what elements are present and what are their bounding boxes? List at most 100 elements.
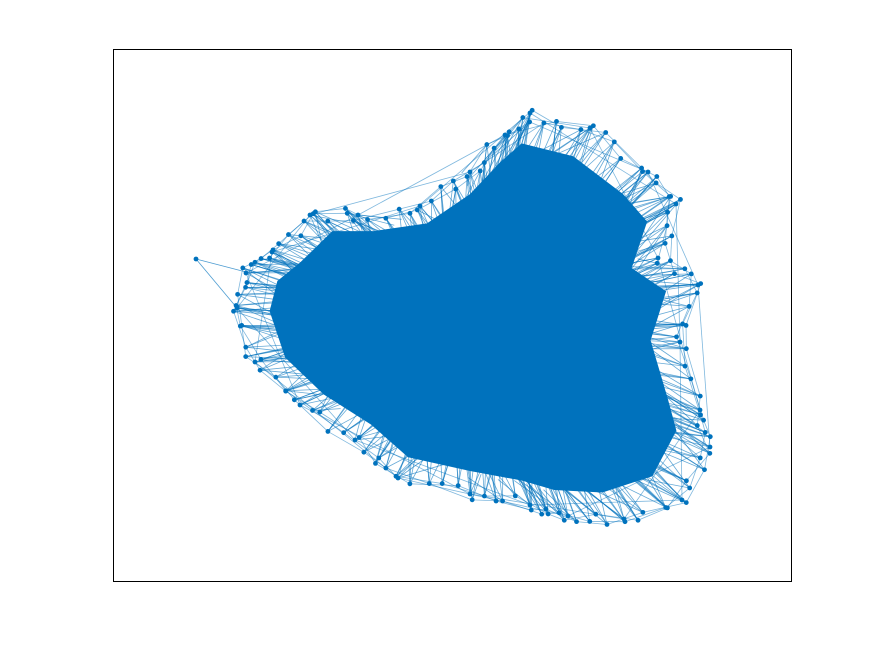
- graph-node: [325, 218, 331, 224]
- graph-node: [243, 284, 248, 290]
- graph-node: [234, 305, 240, 311]
- graph-node: [604, 522, 610, 527]
- graph-edge: [272, 235, 302, 251]
- graph-node: [438, 184, 444, 189]
- graph-node: [694, 290, 700, 296]
- graph-edge: [531, 109, 562, 128]
- graph-edge: [697, 284, 711, 448]
- graph-edge: [567, 446, 711, 517]
- graph-node: [669, 233, 675, 239]
- graph-layer: [193, 107, 713, 527]
- graph-node: [481, 160, 487, 166]
- axes-frame: [113, 49, 792, 582]
- graph-node: [325, 429, 331, 434]
- graph-node: [698, 412, 703, 418]
- graph-node: [587, 519, 593, 524]
- graph-edge: [479, 131, 510, 187]
- graph-edge: [593, 125, 622, 159]
- graph-edge: [491, 117, 524, 171]
- graph-node: [417, 203, 423, 209]
- graph-edge: [246, 264, 252, 283]
- graph-edge: [385, 467, 430, 484]
- graph-edge: [327, 431, 365, 453]
- graph-node: [686, 304, 692, 309]
- graph-node: [243, 270, 249, 276]
- graph-edge: [654, 283, 701, 312]
- graph-node: [578, 127, 584, 132]
- graph-node: [556, 510, 562, 516]
- graph-node: [464, 174, 470, 179]
- graph-node: [697, 407, 703, 413]
- graph-edge: [397, 464, 444, 479]
- graph-edge: [236, 214, 311, 309]
- graph-node: [668, 258, 673, 264]
- graph-node: [239, 323, 245, 328]
- graph-node: [500, 498, 505, 504]
- graph-edge: [237, 267, 244, 295]
- graph-node: [679, 497, 685, 503]
- graph-node: [683, 500, 689, 505]
- graph-node: [702, 467, 707, 473]
- graph-edge: [469, 469, 482, 495]
- graph-node: [252, 259, 258, 265]
- graph-edge: [245, 214, 359, 274]
- graph-node: [688, 271, 694, 277]
- graph-node: [587, 125, 593, 131]
- graph-edge: [689, 457, 701, 489]
- graph-edge: [700, 414, 706, 433]
- graph-edge: [637, 258, 658, 264]
- graph-node: [231, 308, 236, 314]
- graph-edge: [685, 348, 701, 397]
- graph-node: [635, 517, 641, 523]
- graph-edge: [237, 294, 243, 326]
- graph-edge: [399, 200, 432, 210]
- graph-node: [493, 498, 499, 504]
- graph-edge: [699, 432, 706, 458]
- graph-edge: [467, 477, 503, 502]
- graph-edge: [529, 499, 683, 506]
- graph-node: [439, 481, 445, 486]
- graph-edge: [367, 212, 411, 220]
- graph-node: [672, 271, 677, 277]
- graph-edge: [529, 121, 649, 173]
- graph-node: [484, 142, 490, 147]
- graph-edge: [605, 132, 642, 169]
- graph-node: [673, 201, 679, 207]
- graph-node: [383, 465, 389, 471]
- graph-node: [365, 217, 370, 222]
- graph-edge: [419, 109, 533, 207]
- graph-edge: [233, 311, 247, 348]
- graph-node: [248, 262, 254, 267]
- graph-node: [697, 393, 703, 399]
- graph-edge: [254, 361, 399, 479]
- graph-node: [677, 339, 683, 345]
- graph-edge: [245, 346, 261, 371]
- graph-node: [528, 507, 534, 513]
- graph-node: [545, 511, 551, 517]
- graph-edge: [259, 369, 286, 392]
- graph-node: [680, 321, 686, 327]
- graph-node: [682, 266, 688, 272]
- graph-node: [243, 344, 249, 350]
- graph-node: [543, 506, 549, 512]
- graph-edge: [657, 257, 701, 411]
- graph-edge: [358, 437, 376, 464]
- graph-node: [666, 194, 672, 200]
- graph-edge: [357, 134, 506, 216]
- graph-edge: [620, 158, 658, 177]
- outlier-node: [193, 256, 199, 262]
- graph-node: [707, 450, 713, 456]
- graph-node: [341, 430, 347, 436]
- graph-edge: [409, 186, 442, 214]
- graph-node: [469, 497, 475, 503]
- graph-node: [355, 212, 361, 218]
- graph-edge: [623, 409, 701, 520]
- graph-node: [701, 417, 706, 423]
- graph-node: [539, 511, 545, 517]
- graph-edge: [471, 474, 482, 500]
- graph-node: [343, 206, 348, 211]
- graph-edge: [409, 483, 459, 487]
- graph-node: [361, 449, 367, 455]
- graph-node: [707, 434, 713, 440]
